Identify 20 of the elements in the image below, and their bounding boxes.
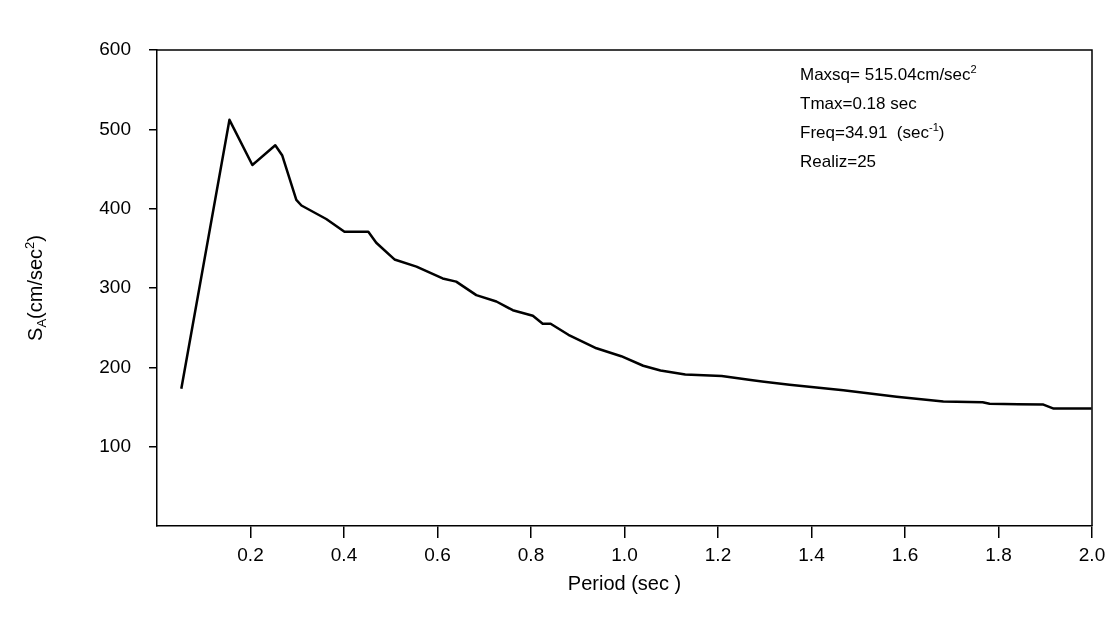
y-axis-title: SA(cm/sec2): [22, 235, 49, 341]
x-tick-label: 0.6: [424, 543, 451, 565]
y-tick-label: 400: [99, 196, 131, 218]
x-tick-label: 0.4: [330, 543, 358, 565]
annotation: Tmax=0.18 sec: [800, 94, 918, 113]
x-tick-label: 1.2: [704, 543, 732, 565]
y-tick-label: 500: [99, 117, 131, 139]
x-tick-label: 1.8: [985, 543, 1012, 565]
y-tick-label: 300: [99, 276, 131, 298]
y-tick-label: 600: [99, 38, 131, 60]
x-tick-label: 1.6: [891, 543, 919, 565]
x-tick-label: 1.4: [798, 543, 826, 565]
x-axis-title: Period (sec ): [567, 572, 682, 594]
y-tick-label: 200: [99, 355, 131, 377]
x-tick-label: 0.2: [237, 543, 264, 565]
y-tick-label: 100: [99, 434, 131, 456]
x-tick-label: 1.0: [611, 543, 638, 565]
annotation: Realiz=25: [800, 152, 877, 171]
x-tick-label: 2.0: [1078, 543, 1106, 565]
x-tick-label: 0.8: [517, 543, 545, 565]
